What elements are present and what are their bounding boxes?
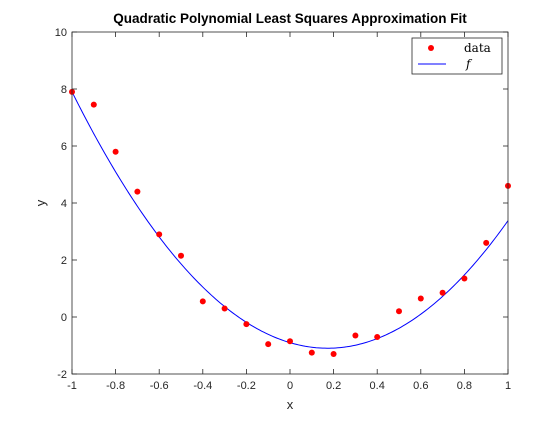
x-tick-label: 1: [505, 380, 511, 392]
y-tick-label: 6: [61, 141, 67, 153]
y-tick-label: 2: [61, 255, 67, 267]
x-tick-label: -1: [67, 380, 77, 392]
data-point: [439, 289, 446, 296]
data-point: [352, 332, 359, 339]
data-point: [265, 341, 272, 348]
x-tick-label: 0: [287, 380, 293, 392]
data-point: [178, 252, 184, 259]
data-point: [417, 295, 424, 302]
data-markers-layer: [69, 88, 511, 358]
x-tick-label: -0.6: [150, 380, 169, 392]
legend-label-data: data: [464, 41, 491, 55]
data-point: [221, 305, 228, 312]
y-tick-label: -2: [57, 369, 67, 381]
y-tick-label: 0: [61, 312, 67, 324]
y-axis-label: y: [33, 199, 48, 206]
y-tick-label: 4: [61, 198, 67, 210]
x-tick-label: -0.8: [106, 380, 125, 392]
data-point: [461, 275, 468, 282]
data-point: [483, 239, 490, 246]
data-point: [396, 308, 402, 315]
data-point: [134, 188, 141, 195]
y-axis-ticks: -2 0 2 4 6 8 10: [55, 27, 508, 381]
legend-box: [411, 37, 503, 75]
data-point: [374, 333, 381, 340]
y-tick-label: 8: [61, 84, 67, 96]
data-point: [90, 101, 97, 108]
x-tick-label: 0.8: [457, 380, 472, 392]
legend-data-marker: [428, 45, 434, 51]
data-point: [308, 349, 315, 356]
legend-label-f: f: [465, 57, 473, 71]
data-point: [287, 338, 293, 345]
y-tick-label: 10: [55, 27, 67, 39]
x-tick-label: 0.6: [413, 380, 428, 392]
plot-area: [72, 32, 508, 374]
x-tick-label: 0.2: [326, 380, 341, 392]
data-point: [330, 351, 337, 358]
data-point: [243, 321, 250, 328]
chart-title: Quadratic Polynomial Least Squares Appro…: [113, 11, 467, 26]
x-tick-label: -0.4: [193, 380, 212, 392]
x-axis-ticks: -1 -0.8 -0.6 -0.4 -0.2 0 0.2 0.4 0.6 0.8 1: [67, 32, 511, 392]
data-point: [156, 231, 163, 238]
legend: data f: [411, 37, 503, 75]
x-tick-label: 0.4: [370, 380, 385, 392]
data-point: [112, 148, 119, 155]
data-point: [199, 298, 206, 305]
x-axis-label: x: [287, 397, 294, 412]
x-tick-label: -0.2: [237, 380, 256, 392]
